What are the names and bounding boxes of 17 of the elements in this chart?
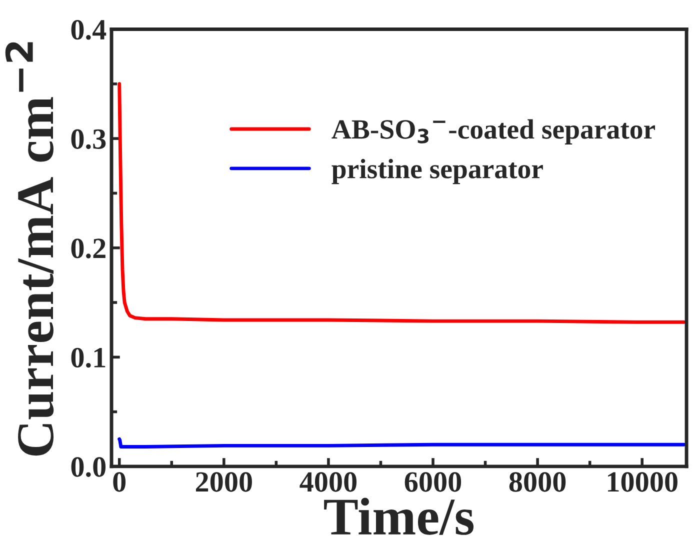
x-tick-label: 4000 (300, 472, 357, 492)
x-tick-label: 2000 (196, 472, 252, 492)
x-axis-title: Time/s (324, 498, 474, 535)
x-tick-label: 0 (113, 472, 126, 492)
y-tick-label: 0.2 (71, 238, 106, 258)
y-tick-label: 0.4 (71, 20, 106, 40)
y-tick-label: 0.3 (71, 129, 106, 150)
legend-label: AB-SO$_{3}$$^{−}$-coated separator (332, 119, 656, 144)
y-tick-label: 0.0 (71, 457, 106, 477)
y-tick-label: 0.1 (71, 348, 106, 368)
x-tick-label: 6000 (404, 472, 462, 492)
legend-label: pristine separator (332, 158, 543, 184)
x-tick-label: 10000 (608, 472, 678, 492)
x-tick-label: 8000 (509, 472, 566, 492)
line-series (118, 437, 686, 448)
y-axis-title: Current/mA cm$^{−2}$ (5, 42, 54, 456)
line-series (118, 82, 686, 324)
